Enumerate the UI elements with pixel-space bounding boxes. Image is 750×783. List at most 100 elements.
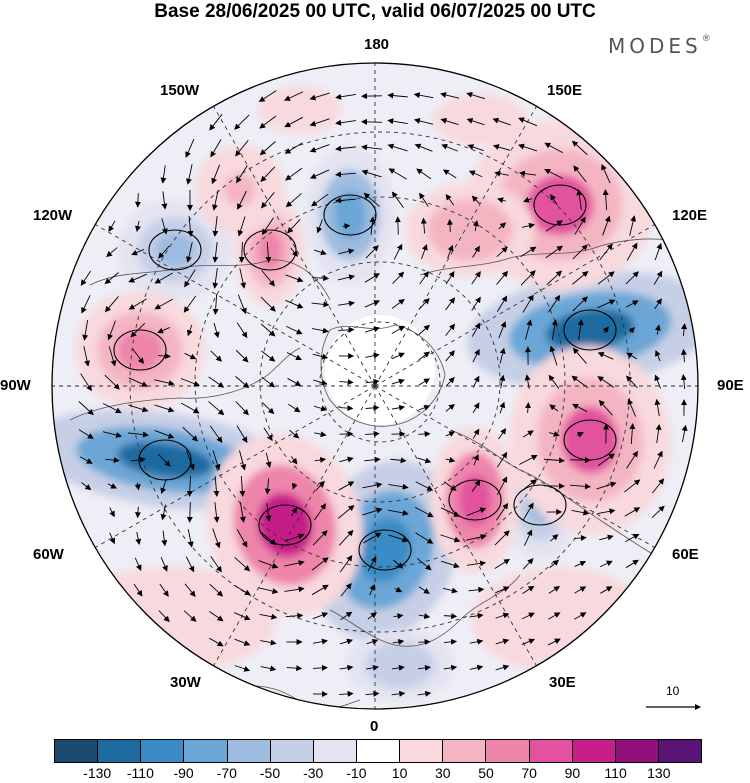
- wind-vector: [523, 196, 533, 203]
- colorbar-tick-label: 130: [647, 765, 671, 781]
- wind-vector: [239, 475, 246, 497]
- wind-vector: [209, 113, 223, 131]
- wind-vector: [339, 379, 354, 386]
- wind-vector: [499, 347, 506, 364]
- colorbar-swatch: [400, 740, 444, 762]
- streamline-ring: [138, 439, 192, 481]
- wind-vector: [388, 509, 409, 516]
- anomaly-core: [116, 329, 164, 371]
- wind-vector: [440, 507, 461, 517]
- wind-vector: [548, 374, 560, 389]
- wind-vector: [239, 450, 247, 471]
- wind-vector: [625, 559, 639, 569]
- wind-vector: [364, 300, 381, 308]
- wind-vector: [134, 193, 141, 208]
- colorbar-tick-label: 90: [564, 765, 581, 781]
- streamline-ring: [448, 479, 502, 521]
- colorbar-tick-label: 30: [435, 765, 451, 781]
- wind-vector: [654, 298, 662, 310]
- wind-vector: [314, 457, 327, 463]
- wind-vector: [602, 215, 611, 236]
- anomaly-core: [132, 601, 208, 639]
- coastline-segment: [69, 347, 301, 421]
- wind-vector: [445, 350, 455, 362]
- wind-vector: [445, 403, 455, 412]
- wind-vector: [338, 326, 355, 333]
- wind-vector: [236, 529, 248, 548]
- wind-vector: [499, 374, 506, 389]
- wind-vector: [473, 220, 479, 232]
- wind-vector: [311, 301, 330, 308]
- wind-vector: [159, 583, 169, 597]
- latitude-circle: [129, 131, 631, 633]
- wind-vector: [628, 326, 635, 334]
- wind-vector: [128, 404, 149, 413]
- wind-vector: [418, 324, 430, 335]
- wind-vector: [183, 295, 197, 313]
- wind-vector: [265, 503, 272, 522]
- wind-vector: [498, 222, 507, 230]
- anomaly-core: [334, 190, 366, 240]
- wind-vector: [134, 506, 141, 519]
- wind-vector: [187, 216, 194, 237]
- wind-vector: [597, 271, 615, 285]
- wind-vector: [132, 348, 144, 364]
- wind-vector: [418, 378, 431, 386]
- modes-logo: MODES®: [608, 34, 711, 58]
- wind-vector: [314, 503, 327, 521]
- wind-vector: [128, 377, 149, 387]
- wind-vector: [624, 507, 641, 517]
- wind-vector: [289, 429, 300, 439]
- wind-vector: [260, 639, 277, 646]
- colorbar-swatch: [227, 740, 271, 762]
- wind-vector: [547, 638, 561, 646]
- wind-vector: [545, 245, 563, 259]
- wind-vector: [212, 190, 219, 211]
- wind-vector: [548, 586, 561, 594]
- wind-vector: [525, 402, 531, 413]
- wind-vector: [469, 612, 484, 619]
- wind-vector: [391, 191, 404, 209]
- wind-vector: [78, 401, 94, 416]
- wind-vector: [443, 664, 458, 671]
- wind-vector: [498, 321, 507, 339]
- wind-vector: [549, 345, 558, 366]
- wind-vector: [387, 92, 408, 99]
- label-150w: 150W: [160, 82, 200, 99]
- wind-vector: [369, 584, 375, 596]
- wind-vector: [313, 405, 328, 412]
- wind-vector: [363, 532, 382, 544]
- label-150e: 150E: [547, 82, 583, 99]
- colorbar-swatch: [55, 740, 99, 762]
- wind-vector: [391, 404, 406, 411]
- wind-vector: [597, 376, 615, 388]
- wind-vector: [445, 193, 455, 206]
- colorbar-swatch: [486, 740, 530, 762]
- wind-vector: [154, 404, 175, 413]
- wind-vector: [186, 450, 195, 471]
- wind-vector: [212, 528, 221, 549]
- wind-vector: [445, 456, 456, 463]
- wind-vector: [549, 404, 559, 412]
- streamline-ring: [358, 529, 412, 571]
- wind-vector: [569, 483, 591, 490]
- wind-vector: [261, 269, 275, 287]
- wind-vector: [472, 375, 480, 388]
- wind-vector: [421, 244, 428, 260]
- wind-vector: [235, 139, 249, 157]
- wind-vector: [365, 430, 380, 437]
- wind-vector: [79, 456, 93, 464]
- meridian-line: [213, 385, 376, 666]
- wind-vector: [653, 450, 663, 469]
- wind-vector: [290, 247, 298, 257]
- wind-vector: [339, 405, 354, 412]
- wind-vector: [261, 350, 276, 362]
- wind-vector: [577, 319, 584, 340]
- colorbar-swatch: [443, 740, 487, 762]
- colorbar-swatch: [572, 740, 616, 762]
- wind-vector: [680, 348, 687, 363]
- wind-vector: [524, 374, 531, 389]
- wind-vector: [262, 402, 275, 415]
- wind-vector: [340, 582, 352, 597]
- wind-vector: [212, 450, 221, 471]
